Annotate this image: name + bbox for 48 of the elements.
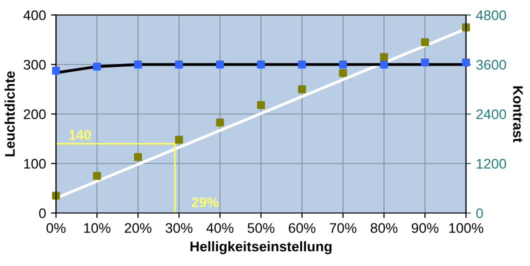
y2-tick-label: 1200 xyxy=(476,158,506,169)
point xyxy=(52,66,60,75)
y2-tick-label: 0 xyxy=(476,208,483,218)
point xyxy=(462,23,470,32)
y2-axis-title: Kontrast xyxy=(513,86,523,142)
x-tick-label: 40% xyxy=(206,223,234,233)
x-axis-title: Helligkeitseinstellung xyxy=(190,241,332,254)
x-tick-label: 60% xyxy=(288,223,316,233)
point xyxy=(339,68,347,77)
point xyxy=(93,62,101,71)
annotation: 29% xyxy=(192,197,219,208)
point xyxy=(257,101,265,110)
point xyxy=(421,38,429,46)
x-tick-label: 50% xyxy=(248,223,274,233)
y-tick-label: 300 xyxy=(24,60,46,70)
point xyxy=(134,60,142,68)
y-tick-label: 0 xyxy=(39,208,46,218)
y-axis-title: Leuchtdichte xyxy=(4,71,15,156)
point xyxy=(52,192,60,200)
y2-tick-label: 4800 xyxy=(476,10,506,20)
point xyxy=(216,118,224,126)
point xyxy=(380,60,388,68)
point xyxy=(298,60,306,68)
x-tick-label: 90% xyxy=(412,223,438,233)
point xyxy=(93,172,101,180)
x-tick-label: 100% xyxy=(449,223,484,233)
point xyxy=(175,60,183,68)
y-tick-label: 100 xyxy=(24,158,46,169)
point xyxy=(339,60,347,68)
x-tick-label: 0% xyxy=(46,223,66,233)
y2-tick-label: 2400 xyxy=(476,109,506,120)
y2-tick-label: 3600 xyxy=(476,60,506,70)
y-tick-label: 400 xyxy=(23,10,46,20)
point xyxy=(462,58,470,66)
point xyxy=(257,60,265,68)
y-tick-label: 200 xyxy=(24,109,46,120)
point xyxy=(421,58,429,66)
x-tick-label: 20% xyxy=(124,223,152,233)
x-tick-label: 80% xyxy=(370,223,398,233)
x-tick-label: 30% xyxy=(166,223,192,233)
point xyxy=(298,85,306,94)
annotation: 140 xyxy=(69,130,91,140)
x-tick-label: 70% xyxy=(330,223,356,233)
point xyxy=(175,136,183,144)
point xyxy=(134,153,142,162)
point xyxy=(216,60,224,68)
x-tick-label: 10% xyxy=(84,223,110,233)
point xyxy=(380,53,388,62)
